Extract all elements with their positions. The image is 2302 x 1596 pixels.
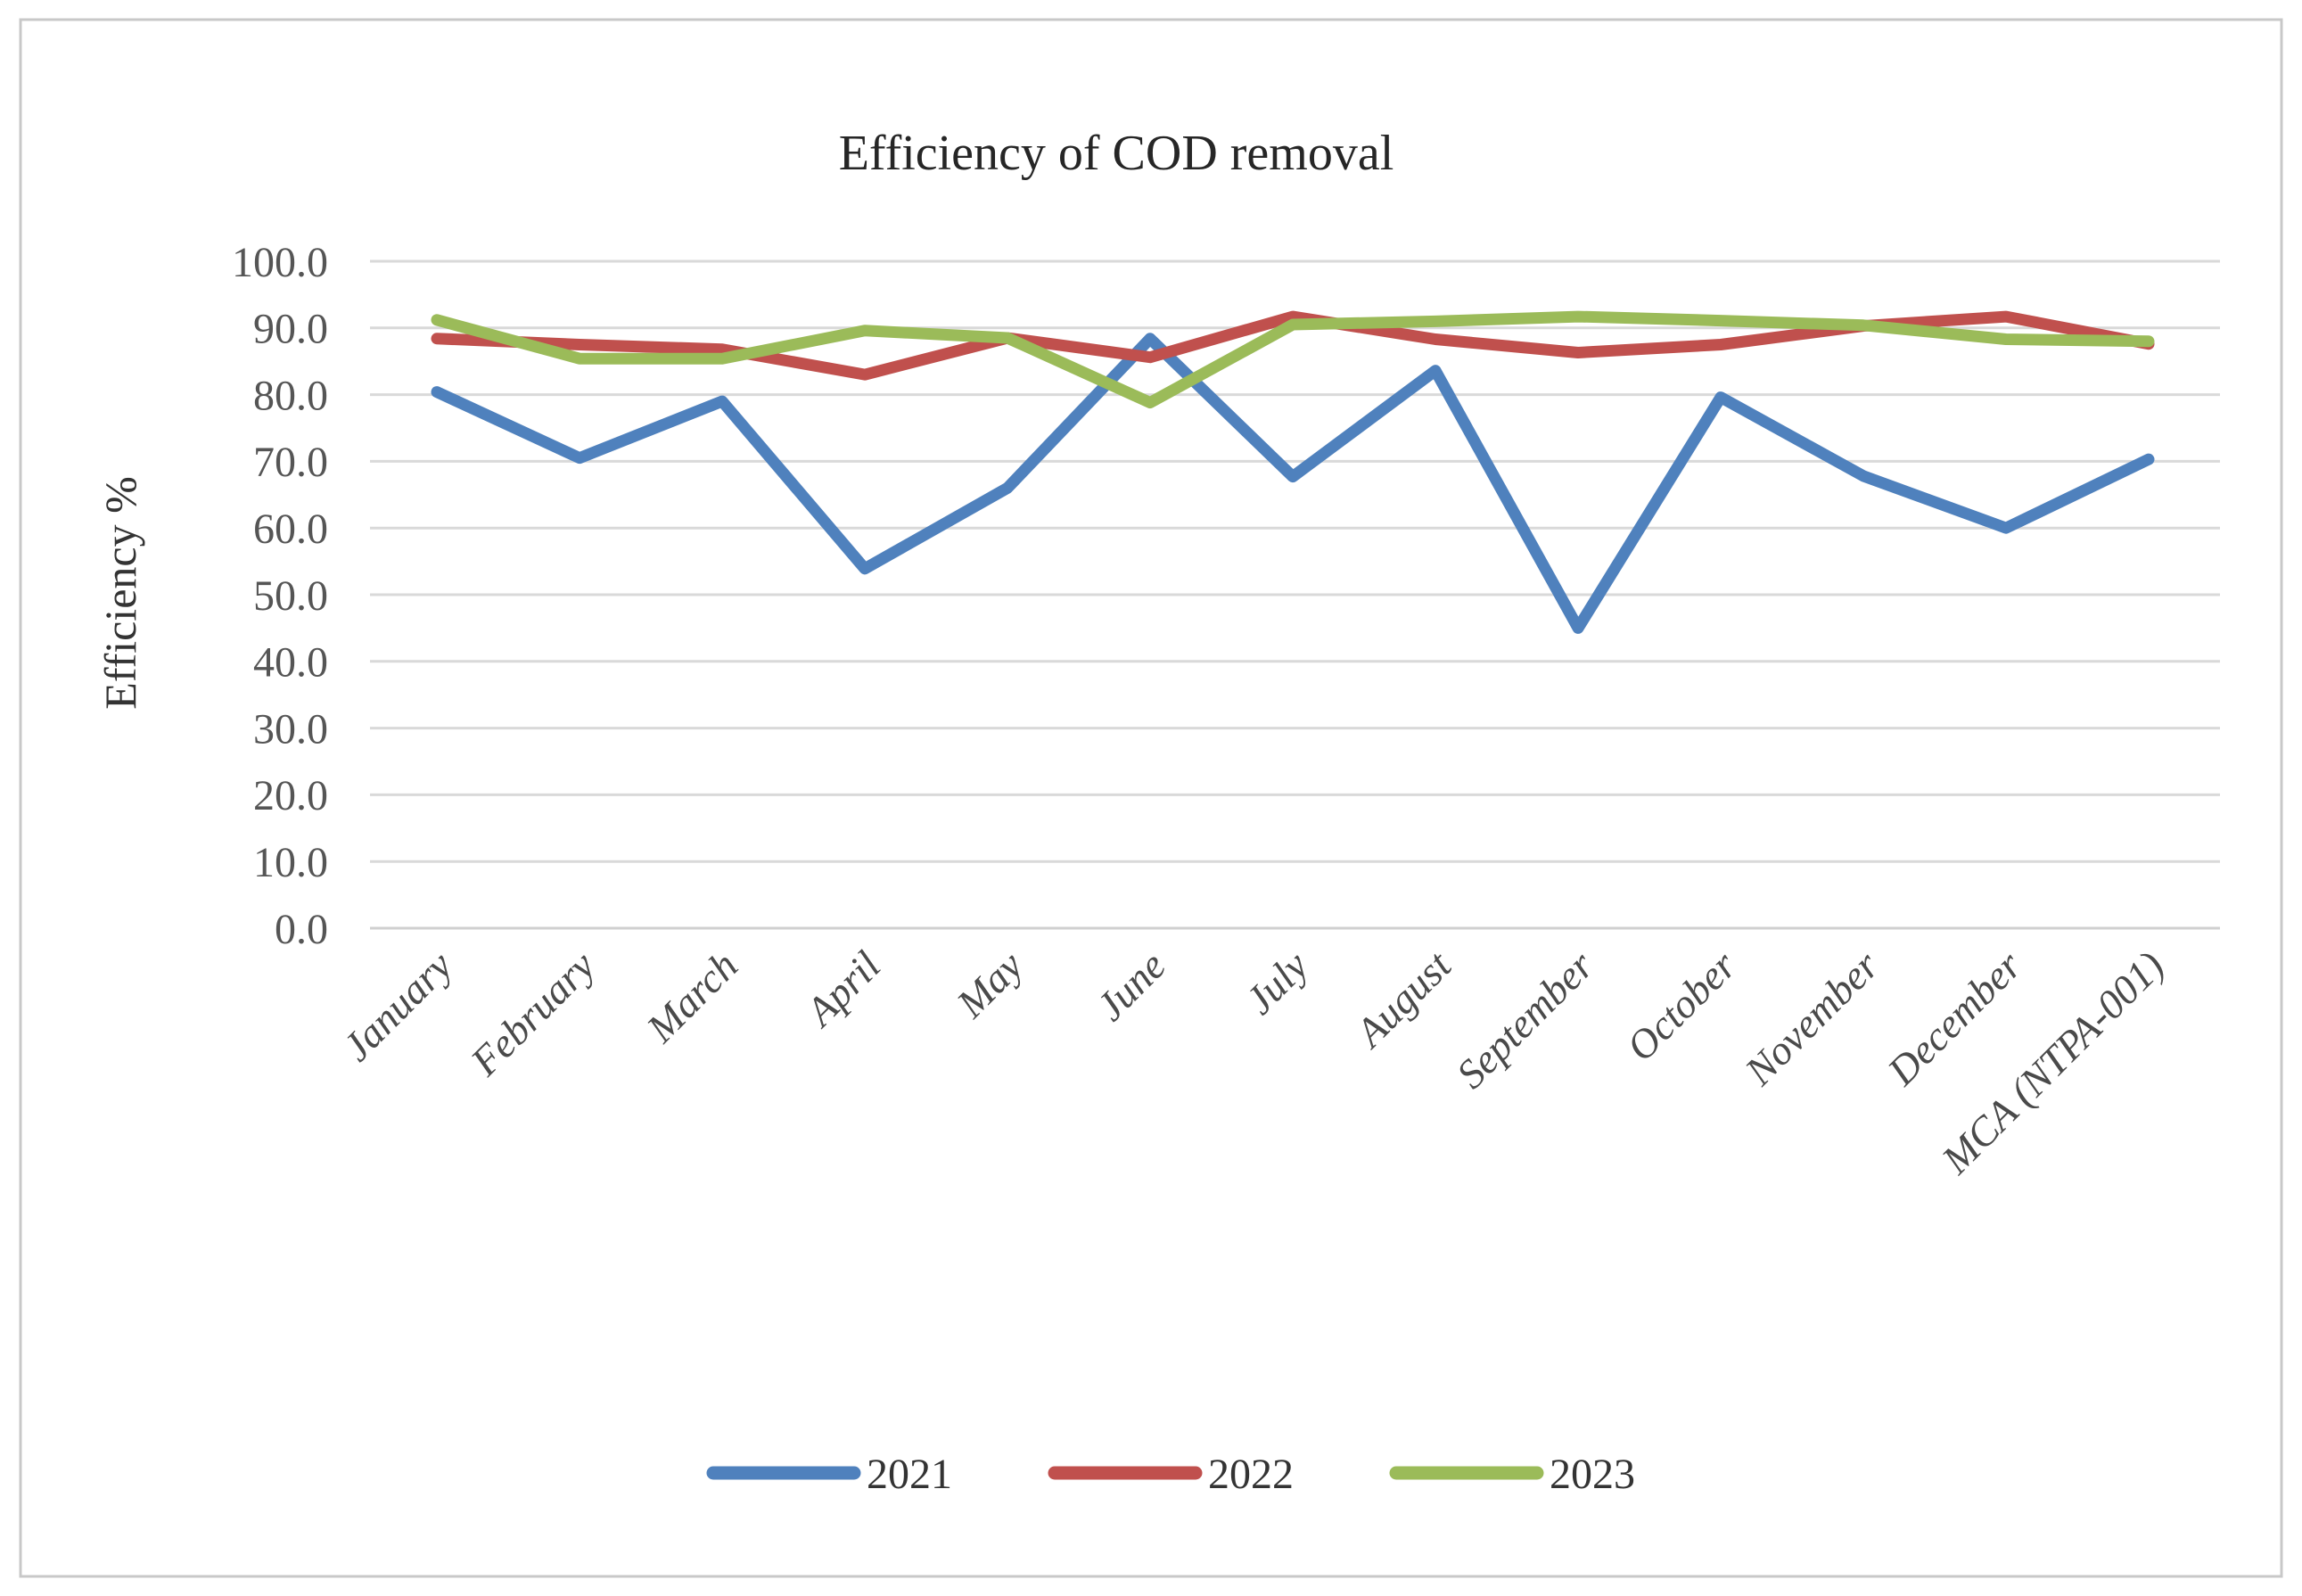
legend-label-2023: 2023 <box>1550 1451 1635 1498</box>
y-tick-label: 80.0 <box>253 372 328 419</box>
y-tick-label: 10.0 <box>253 839 328 886</box>
x-category-label: June <box>1088 942 1174 1029</box>
chart-border <box>19 18 2283 1578</box>
x-category-label: February <box>461 942 604 1085</box>
x-category-label: May <box>947 942 1032 1027</box>
y-tick-label: 100.0 <box>232 239 328 286</box>
x-category-label: August <box>1345 942 1460 1057</box>
x-category-label: July <box>1237 942 1318 1024</box>
y-tick-label: 20.0 <box>253 772 328 819</box>
y-tick-label: 90.0 <box>253 306 328 353</box>
x-category-label: October <box>1617 942 1745 1069</box>
series-lines-group <box>431 310 2155 634</box>
x-category-label: December <box>1879 942 2031 1094</box>
y-tick-label: 40.0 <box>253 639 328 687</box>
y-axis-title: Efficiency % <box>95 476 145 709</box>
series-line-2021 <box>431 333 2155 634</box>
y-tick-label: 70.0 <box>253 439 328 486</box>
y-tick-labels-group: 0.0 10.0 20.0 30.0 40.0 50.0 60.0 70.0 80.0 90.0 1… <box>232 239 328 953</box>
y-tick-label: 60.0 <box>253 506 328 553</box>
x-category-label: January <box>333 942 461 1070</box>
y-tick-label: 0.0 <box>275 906 328 953</box>
x-category-label: September <box>1448 942 1603 1097</box>
legend-group: 2021 2022 2023 <box>706 1451 1635 1498</box>
legend-label-2021: 2021 <box>867 1451 952 1498</box>
y-tick-label: 50.0 <box>253 572 328 620</box>
chart-title: Efficiency of COD removal <box>839 126 1394 181</box>
y-tick-label: 30.0 <box>253 705 328 753</box>
x-category-labels-group: January February March April May June July Augu… <box>333 942 2173 1182</box>
series-line-2023 <box>431 310 2155 409</box>
x-category-label: March <box>637 942 746 1051</box>
x-category-label: November <box>1736 942 1888 1094</box>
legend-label-2022: 2022 <box>1208 1451 1294 1498</box>
x-category-label: April <box>795 942 889 1036</box>
